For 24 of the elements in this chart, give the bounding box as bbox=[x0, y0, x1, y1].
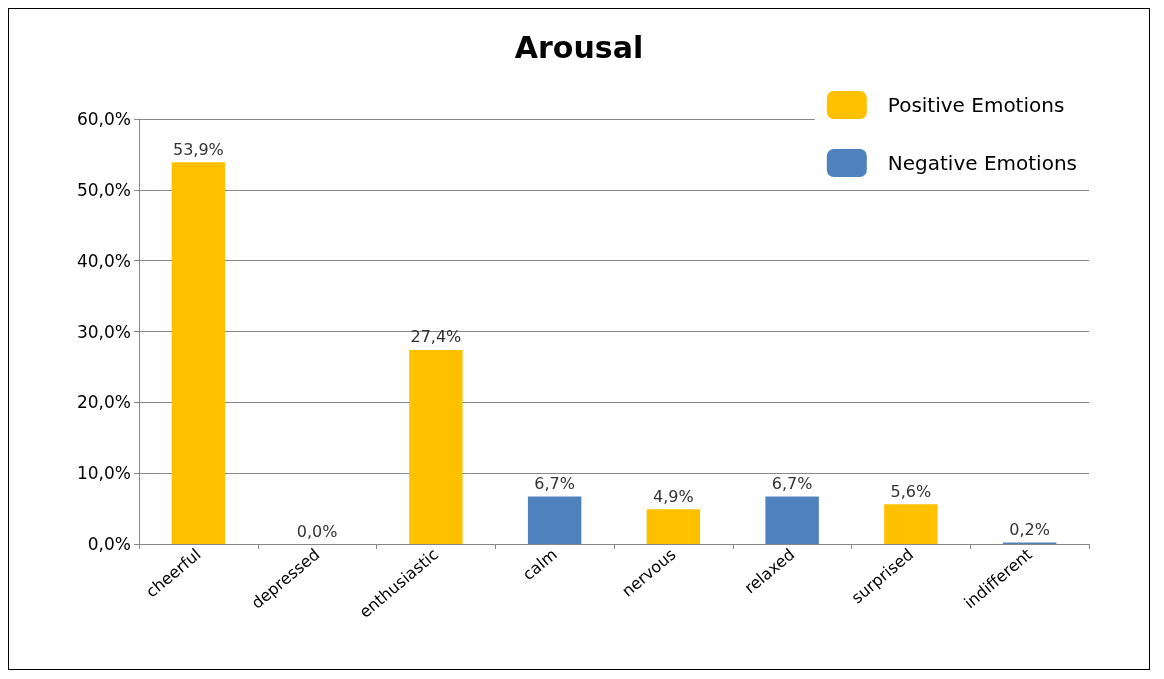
y-tick-label: 60,0% bbox=[76, 109, 131, 129]
data-label: 4,9% bbox=[653, 486, 694, 506]
data-label: 6,7% bbox=[534, 474, 575, 494]
data-label: 53,9% bbox=[172, 139, 224, 159]
bar bbox=[171, 162, 226, 544]
data-label: 27,4% bbox=[410, 327, 462, 347]
legend-label: Positive Emotions bbox=[887, 93, 1065, 117]
data-label: 0,0% bbox=[296, 521, 338, 541]
bar bbox=[765, 496, 819, 544]
y-tick-label: 0,0% bbox=[87, 534, 131, 554]
y-tick-label: 20,0% bbox=[76, 392, 131, 413]
data-label: 6,7% bbox=[771, 474, 813, 494]
data-label: 5,6% bbox=[890, 481, 932, 501]
y-tick-label: 40,0% bbox=[76, 250, 131, 271]
bar bbox=[409, 349, 463, 544]
bar bbox=[884, 504, 938, 544]
bar bbox=[527, 496, 582, 544]
y-tick-label: 10,0% bbox=[76, 463, 131, 484]
bar bbox=[646, 509, 701, 544]
y-tick-label: 50,0% bbox=[76, 179, 131, 200]
legend-label: Negative Emotions bbox=[887, 151, 1077, 175]
data-label: 0,2% bbox=[1009, 520, 1050, 540]
chart-title: Arousal bbox=[514, 29, 644, 65]
y-tick-label: 30,0% bbox=[76, 321, 131, 342]
